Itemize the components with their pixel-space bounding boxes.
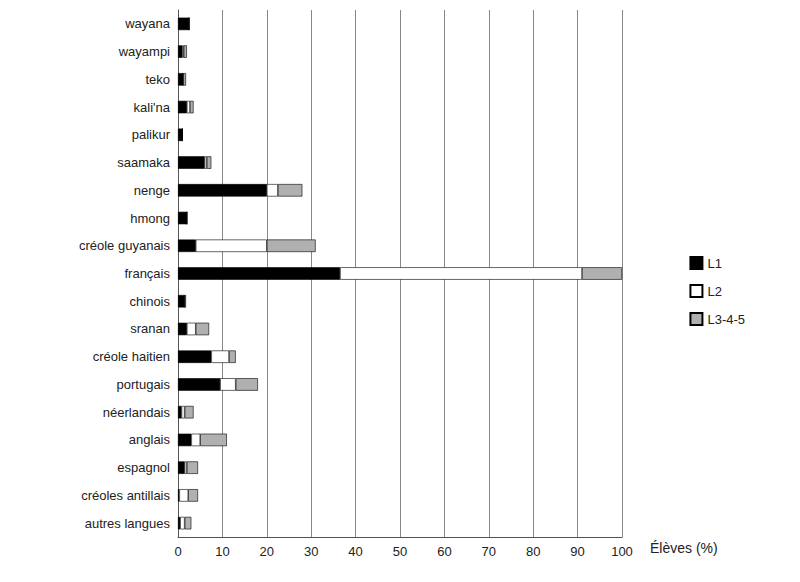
svg-text:nenge: nenge [134, 183, 170, 198]
svg-text:hmong: hmong [130, 211, 170, 226]
svg-text:80: 80 [526, 544, 540, 559]
svg-text:anglais: anglais [129, 432, 171, 447]
svg-text:créole guyanais: créole guyanais [79, 238, 171, 253]
svg-text:teko: teko [145, 72, 170, 87]
svg-text:20: 20 [260, 544, 274, 559]
svg-text:60: 60 [437, 544, 451, 559]
svg-text:70: 70 [482, 544, 496, 559]
svg-text:wayampi: wayampi [118, 44, 170, 59]
svg-text:palikur: palikur [132, 127, 171, 142]
svg-text:créoles antillais: créoles antillais [81, 488, 170, 503]
svg-text:90: 90 [570, 544, 584, 559]
svg-text:10: 10 [215, 544, 229, 559]
svg-text:100: 100 [611, 544, 633, 559]
svg-text:portugais: portugais [117, 377, 171, 392]
svg-text:L3-4-5: L3-4-5 [707, 312, 745, 327]
svg-text:kali'na: kali'na [134, 100, 171, 115]
svg-text:chinois: chinois [130, 294, 171, 309]
svg-text:espagnol: espagnol [117, 460, 170, 475]
svg-text:créole haitien: créole haitien [93, 349, 170, 364]
svg-text:saamaka: saamaka [117, 155, 171, 170]
svg-text:sranan: sranan [130, 321, 170, 336]
svg-text:français: français [124, 266, 170, 281]
svg-text:L2: L2 [707, 284, 721, 299]
svg-text:0: 0 [174, 544, 181, 559]
svg-text:40: 40 [348, 544, 362, 559]
svg-text:50: 50 [393, 544, 407, 559]
svg-text:L1: L1 [707, 256, 721, 271]
svg-text:30: 30 [304, 544, 318, 559]
svg-text:autres langues: autres langues [85, 516, 171, 531]
svg-text:néerlandais: néerlandais [103, 405, 171, 420]
svg-text:Élèves (%): Élèves (%) [650, 540, 718, 556]
svg-text:wayana: wayana [124, 16, 171, 31]
